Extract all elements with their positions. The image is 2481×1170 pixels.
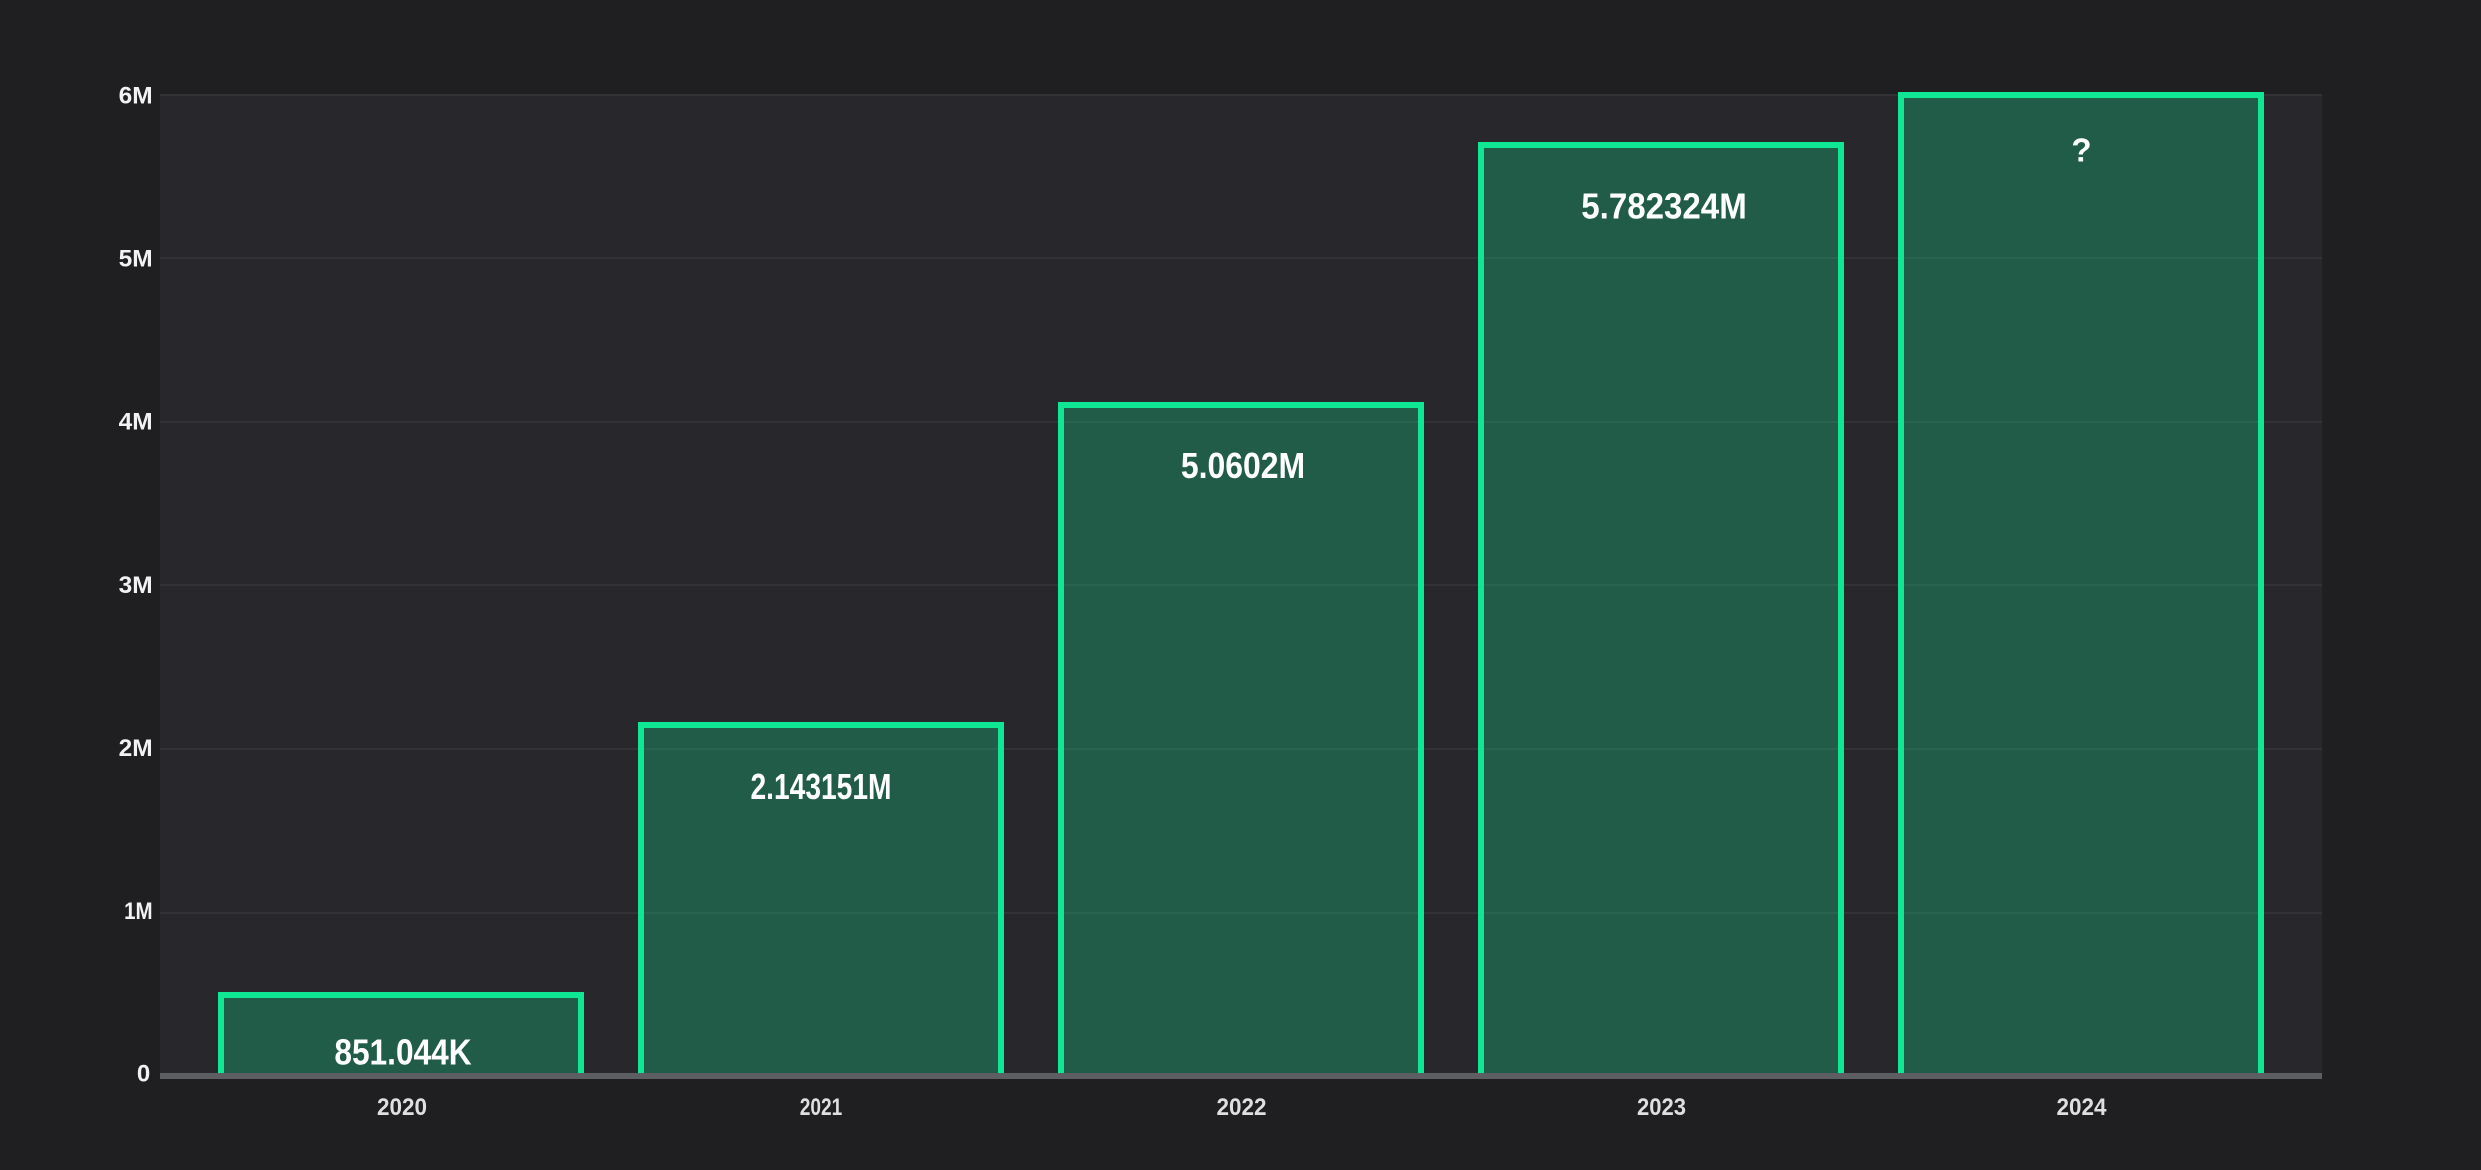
svg-text:4M: 4M [119,409,153,436]
svg-text:2.143151M: 2.143151M [751,766,892,807]
svg-text:5.782324M: 5.782324M [1581,186,1747,227]
svg-text:2024: 2024 [2057,1094,2108,1121]
svg-text:2022: 2022 [1217,1094,1267,1121]
svg-text:0: 0 [137,1060,150,1087]
svg-text:2020: 2020 [377,1094,427,1121]
svg-text:5M: 5M [119,246,153,273]
svg-text:?: ? [2071,131,2091,168]
svg-text:6M: 6M [119,83,153,110]
svg-text:2021: 2021 [800,1094,843,1121]
svg-text:5.0602M: 5.0602M [1181,445,1305,486]
svg-text:851.044K: 851.044K [334,1032,471,1073]
svg-text:2M: 2M [119,735,153,762]
svg-text:3M: 3M [119,572,153,599]
svg-text:2023: 2023 [1637,1094,1686,1121]
svg-text:1M: 1M [124,898,153,925]
